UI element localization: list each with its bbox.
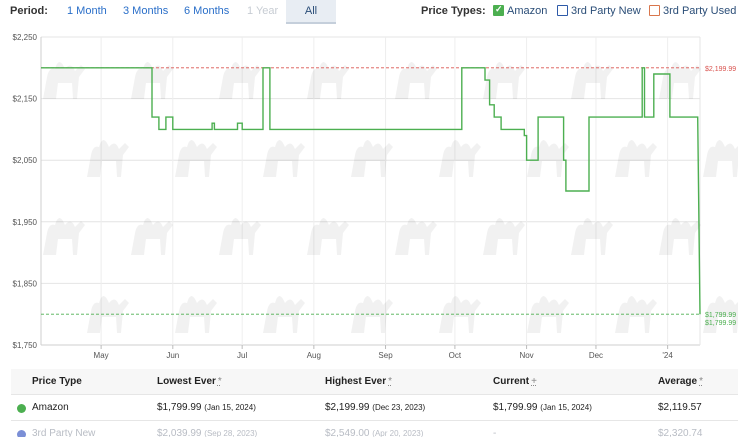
camel-watermark-shape <box>439 140 481 177</box>
camel-watermark-shape <box>439 296 481 333</box>
row-current: - <box>493 428 497 437</box>
x-tick-label: Jun <box>166 351 179 360</box>
camel-watermark-shape <box>131 218 173 255</box>
camel-watermark-shape <box>615 140 657 177</box>
camel-watermark-shape <box>483 62 525 99</box>
amazon-checkbox-label[interactable]: Amazon <box>507 5 548 17</box>
amazon-price-line <box>41 67 701 315</box>
period-all-button[interactable]: All <box>286 0 336 24</box>
header-highest-ever[interactable]: Highest Ever * <box>325 376 393 387</box>
x-tick-label: Sep <box>378 351 393 360</box>
price-types-label: Price Types: <box>421 5 486 17</box>
row-highest: $2,549.00 (Apr 20, 2023) <box>325 428 424 437</box>
camel-watermark-shape <box>395 62 437 99</box>
period-label: Period: <box>10 5 48 17</box>
reference-line-label: $1,799.99 <box>705 312 736 319</box>
y-axis-labels: $2,250 $2,150 $2,050 $1,950 $1,850 $1,750 <box>13 33 38 350</box>
camel-watermark <box>43 62 738 333</box>
header-average[interactable]: Average * <box>658 376 704 387</box>
x-tick-label: Nov <box>519 351 533 360</box>
x-tick-label: Oct <box>449 351 462 360</box>
x-tick-label: Aug <box>307 351 321 360</box>
x-tick-label: Dec <box>589 351 603 360</box>
reference-line-label: $2,199.99 <box>705 66 736 73</box>
camel-watermark-shape <box>307 62 349 99</box>
y-tick-label: $2,050 <box>13 156 38 165</box>
current-price-label: $1,799.99 <box>705 320 736 327</box>
period-3-months-button[interactable]: 3 Months <box>123 5 169 17</box>
camel-watermark-shape <box>219 62 261 99</box>
amazon-checkbox[interactable] <box>493 4 504 16</box>
table-row: 3rd Party New $2,039.99 (Sep 28, 2023) $… <box>11 421 738 437</box>
camel-watermark-shape <box>527 140 569 177</box>
price-history-chart[interactable]: $2,250 $2,150 $2,050 $1,950 $1,850 $1,750 May… <box>0 26 738 366</box>
camel-watermark-shape <box>43 62 85 99</box>
row-lowest: $1,799.99 (Jan 15, 2024) <box>157 402 256 413</box>
camel-watermark-shape <box>87 140 129 177</box>
3rd-party-used-checkbox[interactable] <box>649 5 660 16</box>
row-price-type: 3rd Party New <box>32 428 96 437</box>
camel-watermark-shape <box>571 218 613 255</box>
y-tick-label: $1,850 <box>13 279 38 288</box>
reference-line-labels: $2,199.99 $1,799.99$1,799.99 <box>705 66 736 327</box>
amazon-series-dot <box>17 404 26 413</box>
camel-watermark-shape <box>659 62 701 99</box>
3rd-party-new-series-dot <box>17 430 26 437</box>
row-price-type: Amazon <box>32 402 69 413</box>
camel-watermark-shape <box>43 218 85 255</box>
reference-lines <box>41 67 700 315</box>
camel-watermark-shape <box>351 140 393 177</box>
camel-watermark-shape <box>395 218 437 255</box>
y-tick-label: $2,250 <box>13 33 38 42</box>
x-tick-label: May <box>94 351 109 360</box>
chart-grid <box>40 36 701 349</box>
x-axis-labels: May Jun Jul Aug Sep Oct Nov Dec '24 <box>94 351 674 360</box>
table-header-row: Price Type Lowest Ever * Highest Ever * Cu… <box>11 369 738 395</box>
x-tick-label: '24 <box>662 351 673 360</box>
3rd-party-used-checkbox-label[interactable]: 3rd Party Used <box>663 5 737 17</box>
period-1-month-button[interactable]: 1 Month <box>67 5 107 17</box>
camel-watermark-shape <box>219 218 261 255</box>
camel-watermark-shape <box>263 140 305 177</box>
row-average: $2,320.74 <box>658 428 703 437</box>
period-1-year-button: 1 Year <box>247 5 279 17</box>
camel-watermark-shape <box>307 218 349 255</box>
camel-watermark-shape <box>659 218 701 255</box>
y-tick-label: $2,150 <box>13 95 38 104</box>
row-highest: $2,199.99 (Dec 23, 2023) <box>325 402 426 413</box>
top-controls: Period: 1 Month 3 Months 6 Months 1 Year… <box>0 0 738 24</box>
3rd-party-new-checkbox[interactable] <box>557 5 568 16</box>
x-tick-label: Jul <box>237 351 247 360</box>
header-price-type: Price Type <box>32 376 82 387</box>
period-6-months-button[interactable]: 6 Months <box>184 5 230 17</box>
camel-watermark-shape <box>571 62 613 99</box>
y-tick-label: $1,950 <box>13 218 38 227</box>
header-lowest-ever[interactable]: Lowest Ever * <box>157 376 222 387</box>
camel-watermark-shape <box>175 140 217 177</box>
table-row: Amazon $1,799.99 (Jan 15, 2024) $2,199.9… <box>11 395 738 421</box>
row-average: $2,119.57 <box>658 402 702 413</box>
camel-watermark-shape <box>703 140 738 177</box>
camel-watermark-shape <box>703 296 738 333</box>
row-lowest: $2,039.99 (Sep 28, 2023) <box>157 428 258 437</box>
3rd-party-new-checkbox-label[interactable]: 3rd Party New <box>571 5 641 17</box>
header-current[interactable]: Current + <box>493 376 537 387</box>
camel-watermark-shape <box>483 218 525 255</box>
row-current: $1,799.99 (Jan 15, 2024) <box>493 402 592 413</box>
y-tick-label: $1,750 <box>13 341 38 350</box>
